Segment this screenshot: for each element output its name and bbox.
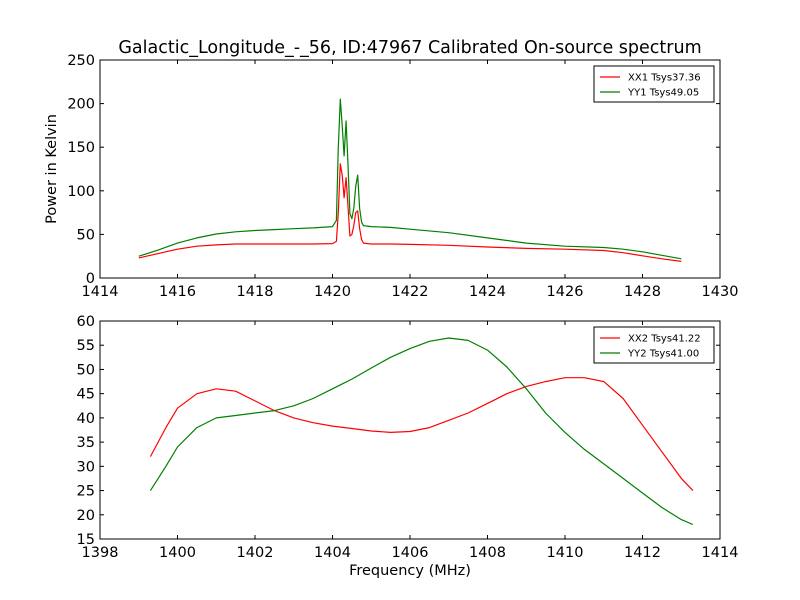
chart-title: Galactic_Longitude_-_56, ID:47967 Calibr… [118,38,701,58]
top-y-tick-label: 0 [86,271,95,287]
top-y-tick-label: 50 [77,227,95,243]
bottom-x-tick-label: 1402 [237,545,274,561]
bottom-x-tick-label: 1404 [314,545,351,561]
bottom-series-line-2 [149,337,694,526]
bottom-legend: XX2 Tsys41.22 YY2 Tsys41.00 [593,326,715,364]
bottom-x-tick-label: 1400 [159,545,196,561]
top-x-tick-label: 1414 [82,284,119,300]
bottom-y-tick-label: 20 [77,508,95,524]
top-x-tick-label: 1418 [237,284,274,300]
bottom-y-tick-label: 60 [77,314,95,330]
bottom-x-tick-label: 1408 [469,545,506,561]
bottom-y-tick-label: 35 [77,435,95,451]
bottom-x-tick-label: 1414 [702,545,739,561]
bottom-y-tick-label: 25 [77,484,95,500]
top-y-tick-label: 150 [67,140,95,156]
top-x-tick-label: 1430 [702,284,739,300]
bottom-y-tick-label: 45 [77,387,95,403]
top-x-tick-label: 1422 [392,284,429,300]
bottom-legend-label-1: XX2 Tsys41.22 [628,334,701,345]
bottom-x-tick-label: 1398 [82,545,119,561]
top-series-line-2 [138,98,682,260]
bottom-y-tick-label: 15 [77,532,95,548]
top-series-line-1 [138,163,682,262]
bottom-legend-label-2: YY2 Tsys41.00 [627,349,699,360]
top-x-tick-label: 1424 [469,284,506,300]
bottom-x-axis-label: Frequency (MHz) [349,563,471,579]
bottom-y-tick-label: 55 [77,338,95,354]
top-plot: 1414 1416 1418 1420 1422 1424 1426 1428 1430 0 50 1… [44,53,738,300]
bottom-x-tick-label: 1410 [547,545,584,561]
top-legend-label-2: YY1 Tsys49.05 [627,88,699,99]
bottom-legend-box [593,326,715,364]
top-y-axis-label: Power in Kelvin [44,114,60,224]
top-x-tick-label: 1420 [314,284,351,300]
top-legend-label-1: XX1 Tsys37.36 [628,73,701,84]
top-y-tick-label: 100 [67,184,95,200]
bottom-plot: 1398 1400 1402 1404 1406 1408 1410 1412 1414 15 20… [77,314,739,579]
top-x-tick-label: 1416 [159,284,196,300]
top-legend: XX1 Tsys37.36 YY1 Tsys49.05 [593,65,715,103]
bottom-y-tick-label: 40 [77,411,95,427]
top-y-tick-label: 200 [67,97,95,113]
bottom-series-line-1 [149,377,694,492]
top-x-tick-label: 1426 [547,284,584,300]
bottom-x-tick-label: 1406 [392,545,429,561]
top-legend-box [593,65,715,103]
bottom-y-tick-label: 50 [77,362,95,378]
top-y-tick-label: 250 [67,53,95,69]
top-x-tick-label: 1428 [624,284,661,300]
bottom-y-tick-label: 30 [77,459,95,475]
bottom-x-tick-label: 1412 [624,545,661,561]
